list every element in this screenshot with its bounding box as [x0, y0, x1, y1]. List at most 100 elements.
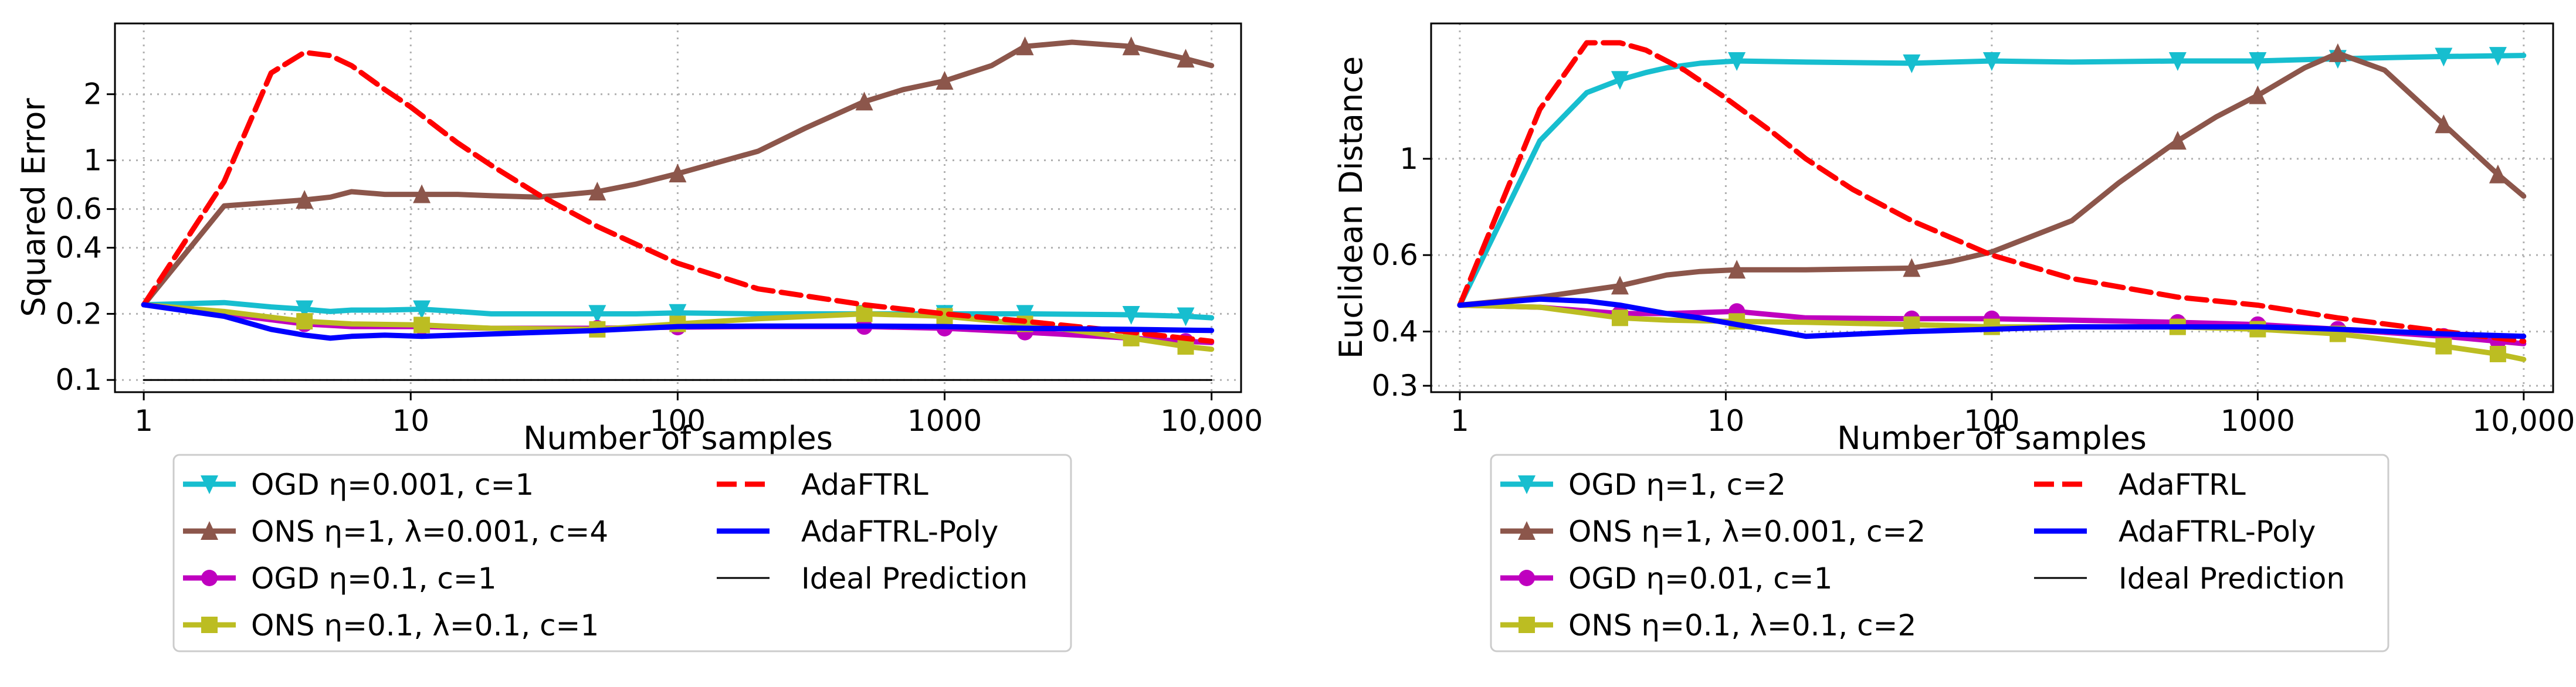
square-icon: [1519, 617, 1535, 633]
series-line-ons-eta-1-lambda-0-001-c-4: [141, 39, 1215, 308]
data-point-ons-eta-1-lambda-0-001-c-4: [413, 184, 431, 203]
right-x-ticks: 1 10 100 1000 10,000: [1450, 392, 2575, 438]
series-line-ons-eta-1-lambda-0-001-c-2: [1457, 50, 2527, 308]
right-legend-ogd-eta-0-01: OGD η=0.01, c=1: [1500, 562, 1832, 596]
data-point-ons-eta-1-lambda-0-001-c-2: [2435, 114, 2453, 134]
data-point-ogd-eta-1-c-2: [1903, 54, 1921, 73]
right-x-axis-label: Number of samples: [1837, 420, 2147, 457]
square-icon: [201, 617, 218, 633]
triangle-down-icon: [1518, 475, 1536, 494]
left-x-ticks: 1 10 100 1000 10,000: [134, 392, 1263, 438]
x-tick-label: 10,000: [2472, 404, 2575, 438]
left-legend: OGD η=0.001, c=1 ONS η=1, λ=0.001, c=4 O…: [172, 454, 1072, 652]
left-x-axis-label: Number of samples: [523, 420, 833, 457]
x-tick-label: 1000: [907, 404, 982, 438]
left-legend-box: [172, 454, 1072, 652]
left-series: [141, 36, 1215, 381]
legend-label: OGD η=1, c=2: [1568, 468, 1786, 502]
x-tick-label: 1000: [2221, 404, 2295, 438]
x-tick-label: 100: [650, 404, 706, 438]
legend-label: ONS η=0.1, λ=0.1, c=1: [251, 608, 599, 642]
series-line-adaftrl-poly: [1457, 296, 2527, 339]
legend-label: AdaFTRL-Poly: [801, 515, 998, 549]
data-point-ons-eta-1-lambda-0-001-c-4: [669, 164, 687, 183]
y-tick-label: 0.4: [1371, 315, 1418, 349]
series-line-ogd-eta-0-001-c-1: [141, 300, 1215, 321]
y-tick-label: 1: [1399, 142, 1418, 176]
circle-icon: [1519, 570, 1535, 586]
triangle-up-icon: [201, 521, 218, 540]
data-point-ons-eta-1-lambda-0-001-c-2: [2249, 85, 2267, 104]
data-point-ons-eta-0-1-lambda-0-1-c-1: [856, 305, 873, 322]
y-tick-label: 0.6: [1371, 238, 1418, 272]
data-point-ons-eta-1-lambda-0-001-c-4: [296, 190, 314, 209]
y-tick-label: 0.4: [55, 231, 102, 265]
data-point-ogd-eta-0-001-c-1: [1122, 306, 1140, 325]
data-point-ons-eta-1-lambda-0-001-c-4: [1016, 36, 1034, 56]
right-legend-ogd-eta-1: OGD η=1, c=2: [1500, 468, 1786, 502]
data-point-ons-eta-1-lambda-0-001-c-2: [1611, 276, 1629, 295]
legend-label: AdaFTRL: [801, 468, 928, 502]
y-tick-label: 2: [83, 77, 102, 111]
data-point-ons-eta-1-lambda-0-001-c-4: [936, 70, 954, 90]
legend-label: OGD η=0.01, c=1: [1568, 562, 1832, 596]
data-point-ogd-eta-0-001-c-1: [1177, 307, 1195, 327]
y-tick-label: 1: [83, 144, 102, 178]
triangle-down-icon: [201, 475, 218, 494]
legend-label: AdaFTRL: [2119, 468, 2246, 502]
x-tick-label: 10: [392, 404, 429, 438]
data-point-ons-eta-1-lambda-0-001-c-2: [2489, 164, 2507, 183]
data-point-ons-eta-1-lambda-0-001-c-2: [1728, 260, 1746, 279]
left-legend-ons-eta-1: ONS η=1, λ=0.001, c=4: [183, 515, 608, 549]
right-plot-frame: [1430, 22, 2554, 393]
right-y-axis-label: Euclidean Distance: [1333, 56, 1370, 359]
x-tick-label: 10: [1707, 404, 1745, 438]
right-y-ticks: 0.3 0.4 0.6 1: [1371, 142, 1431, 403]
data-point-ons-eta-1-lambda-0-001-c-2: [2168, 131, 2187, 150]
left-y-ticks: 0.1 0.2 0.4 0.6 1 2: [55, 77, 115, 397]
data-point-ons-eta-0-1-lambda-0-1-c-2: [2489, 345, 2506, 362]
data-point-ons-eta-0-1-lambda-0-1-c-2: [1611, 310, 1628, 327]
series-line-adaftrl: [141, 49, 1215, 344]
legend-label: AdaFTRL-Poly: [2119, 515, 2316, 549]
circle-icon: [201, 570, 218, 586]
left-legend-ogd-eta-0-1: OGD η=0.1, c=1: [183, 562, 497, 596]
left-plot-frame: [114, 22, 1242, 393]
x-tick-label: 1: [1450, 404, 1469, 438]
right-legend-ons-eta-0-1: ONS η=0.1, λ=0.1, c=2: [1500, 608, 1916, 642]
right-grid: [1431, 23, 2553, 392]
x-tick-label: 10,000: [1160, 404, 1263, 438]
data-point-ons-eta-0-1-lambda-0-1-c-2: [2435, 338, 2452, 355]
right-legend: OGD η=1, c=2 ONS η=1, λ=0.001, c=2 OGD η…: [1490, 454, 2389, 652]
right-chart: 1 10 100 1000 10,000 0.3 0.4 0.6 1 Number of sa…: [1333, 22, 2575, 652]
legend-label: Ideal Prediction: [801, 562, 1028, 596]
x-tick-label: 1: [134, 404, 153, 438]
right-series: [1457, 40, 2527, 362]
y-tick-label: 0.3: [1371, 369, 1418, 403]
left-chart: 1 10 100 1000 10,000 0.1 0.2 0.4 0.6 1 2 Number o…: [15, 22, 1263, 652]
left-legend-adaftrl: AdaFTRL: [717, 468, 928, 502]
data-point-ogd-eta-1-c-2: [2249, 52, 2267, 72]
right-legend-adaftrl: AdaFTRL: [2034, 468, 2246, 502]
left-y-axis-label: Squared Error: [15, 98, 52, 317]
legend-label: ONS η=1, λ=0.001, c=4: [251, 515, 608, 549]
right-legend-ons-eta-1: ONS η=1, λ=0.001, c=2: [1500, 515, 1926, 549]
series-line-adaftrl-poly: [141, 302, 1215, 341]
legend-label: OGD η=0.001, c=1: [251, 468, 534, 502]
data-point-ons-eta-0-1-lambda-0-1-c-1: [296, 313, 313, 330]
legend-label: Ideal Prediction: [2119, 562, 2345, 596]
data-point-ons-eta-1-lambda-0-001-c-2: [2328, 43, 2347, 62]
data-point-ogd-eta-1-c-2: [1728, 52, 1746, 72]
data-point-ogd-eta-1-c-2: [2489, 47, 2507, 66]
data-point-ons-eta-1-lambda-0-001-c-2: [1903, 258, 1921, 277]
left-legend-ogd-eta-0-001: OGD η=0.001, c=1: [183, 468, 534, 502]
right-legend-box: [1490, 454, 2389, 652]
right-legend-ideal-prediction: Ideal Prediction: [2034, 562, 2345, 596]
data-point-ons-eta-1-lambda-0-001-c-4: [588, 181, 606, 200]
y-tick-label: 0.6: [55, 192, 102, 226]
right-legend-adaftrl-poly: AdaFTRL-Poly: [2034, 515, 2316, 549]
x-tick-label: 100: [1964, 404, 2019, 438]
data-point-ogd-eta-0-001-c-1: [669, 304, 687, 323]
data-point-ons-eta-1-lambda-0-001-c-4: [1177, 49, 1195, 68]
